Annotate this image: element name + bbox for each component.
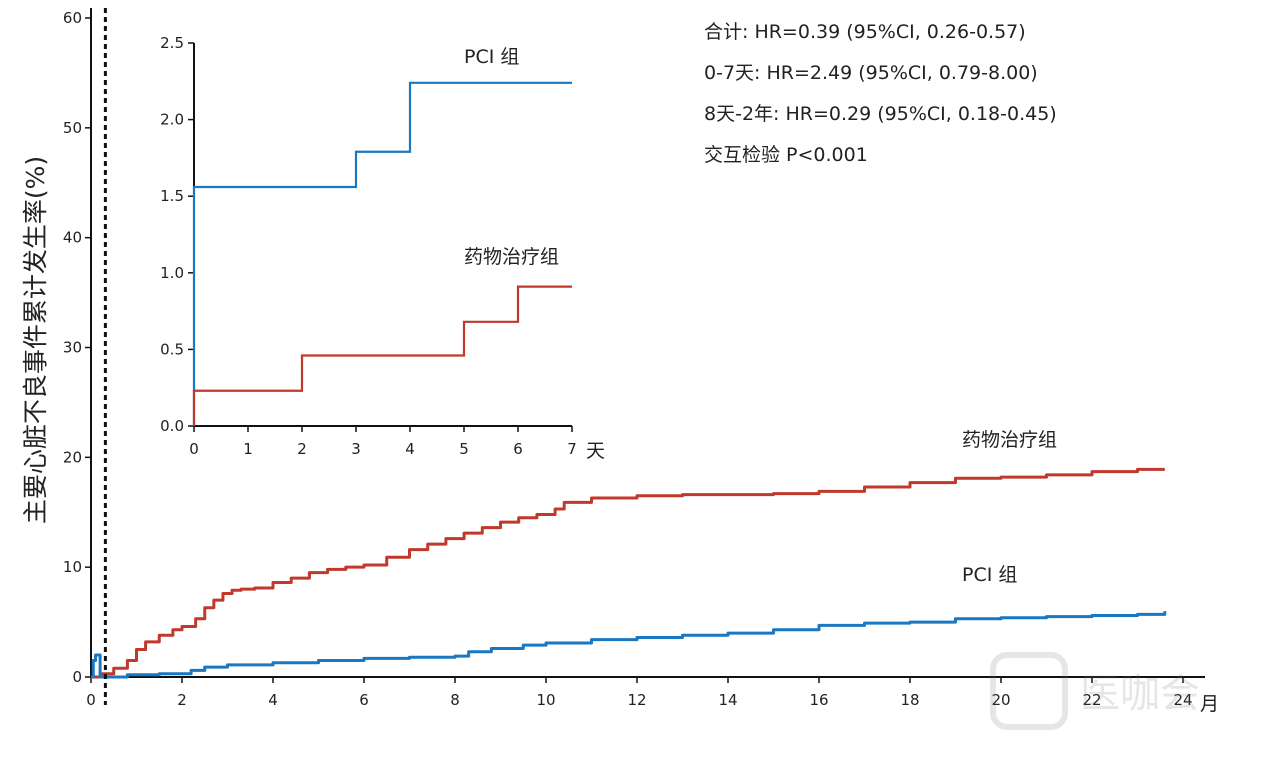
inset-x-tick-label: 3: [351, 440, 361, 458]
main-y-axis-label: 主要心脏不良事件累计发生率(%): [21, 156, 50, 524]
main-x-tick-label: 24: [1173, 691, 1192, 709]
main-medical-series-label: 药物治疗组: [962, 429, 1057, 451]
watermark-logo-icon: [990, 652, 1068, 730]
inset-y-tick-label: 1.5: [160, 187, 184, 205]
inset-medical-series-label: 药物治疗组: [464, 246, 559, 268]
inset-medical-line: [192, 285, 572, 426]
main-y-tick-label: 20: [63, 448, 82, 466]
inset-y-tick-label: 0.0: [160, 417, 184, 435]
main-series: [91, 467, 1167, 679]
inset-y-tick-label: 2.5: [160, 34, 184, 52]
inset-x-tick-label: 5: [459, 440, 469, 458]
inset-x-tick-label: 7: [567, 440, 577, 458]
inset-x-tick-label: 2: [297, 440, 307, 458]
stat-0-7d-hr: 0-7天: HR=2.49 (95%CI, 0.79-8.00): [704, 62, 1038, 84]
main-x-axis-label: 月: [1200, 693, 1219, 715]
watermark-text: 医咖会: [1080, 671, 1200, 717]
main-x-tick-label: 22: [1082, 691, 1101, 709]
main-x-tick-label: 6: [359, 691, 369, 709]
main-x-tick-label: 18: [900, 691, 919, 709]
main-y-tick-label: 60: [63, 9, 82, 27]
main-y-tick-label: 50: [63, 119, 82, 137]
inset-x-tick-label: 6: [513, 440, 523, 458]
main-x-tick-label: 4: [268, 691, 278, 709]
inset-pci-series-label: PCI 组: [464, 46, 519, 68]
main-x-tick-label: 2: [177, 691, 187, 709]
main-x-tick-label: 20: [991, 691, 1010, 709]
main-x-tick-label: 10: [536, 691, 555, 709]
inset-y-tick-label: 1.0: [160, 264, 184, 282]
watermark: 医咖会: [990, 652, 1200, 730]
inset-x-tick-label: 1: [243, 440, 253, 458]
stat-interaction-p: 交互检验 P<0.001: [704, 144, 868, 166]
main-pci-series-label: PCI 组: [962, 564, 1017, 586]
main-y-tick-label: 30: [63, 339, 82, 357]
main-x-tick-label: 0: [86, 691, 96, 709]
main-pci-line: [91, 611, 1167, 679]
inset-y-tick-label: 2.0: [160, 111, 184, 129]
main-x-tick-label: 12: [627, 691, 646, 709]
main-x-tick-label: 16: [809, 691, 828, 709]
inset-y-tick-label: 0.5: [160, 340, 184, 358]
inset-x-tick-label: 0: [189, 440, 199, 458]
inset-series: [192, 81, 572, 426]
stat-8d-2y-hr: 8天-2年: HR=0.29 (95%CI, 0.18-0.45): [704, 103, 1057, 125]
main-y-tick-label: 10: [63, 558, 82, 576]
main-x-tick-label: 14: [718, 691, 737, 709]
inset-x-tick-label: 4: [405, 440, 415, 458]
main-y-tick-label: 0: [72, 668, 82, 686]
main-y-tick-label: 40: [63, 229, 82, 247]
main-x-tick-label: 8: [450, 691, 460, 709]
inset-x-axis-label: 天: [586, 440, 605, 462]
main-medical-line: [91, 467, 1165, 679]
inset-pci-line: [192, 81, 572, 426]
stat-overall-hr: 合计: HR=0.39 (95%CI, 0.26-0.57): [704, 21, 1026, 43]
